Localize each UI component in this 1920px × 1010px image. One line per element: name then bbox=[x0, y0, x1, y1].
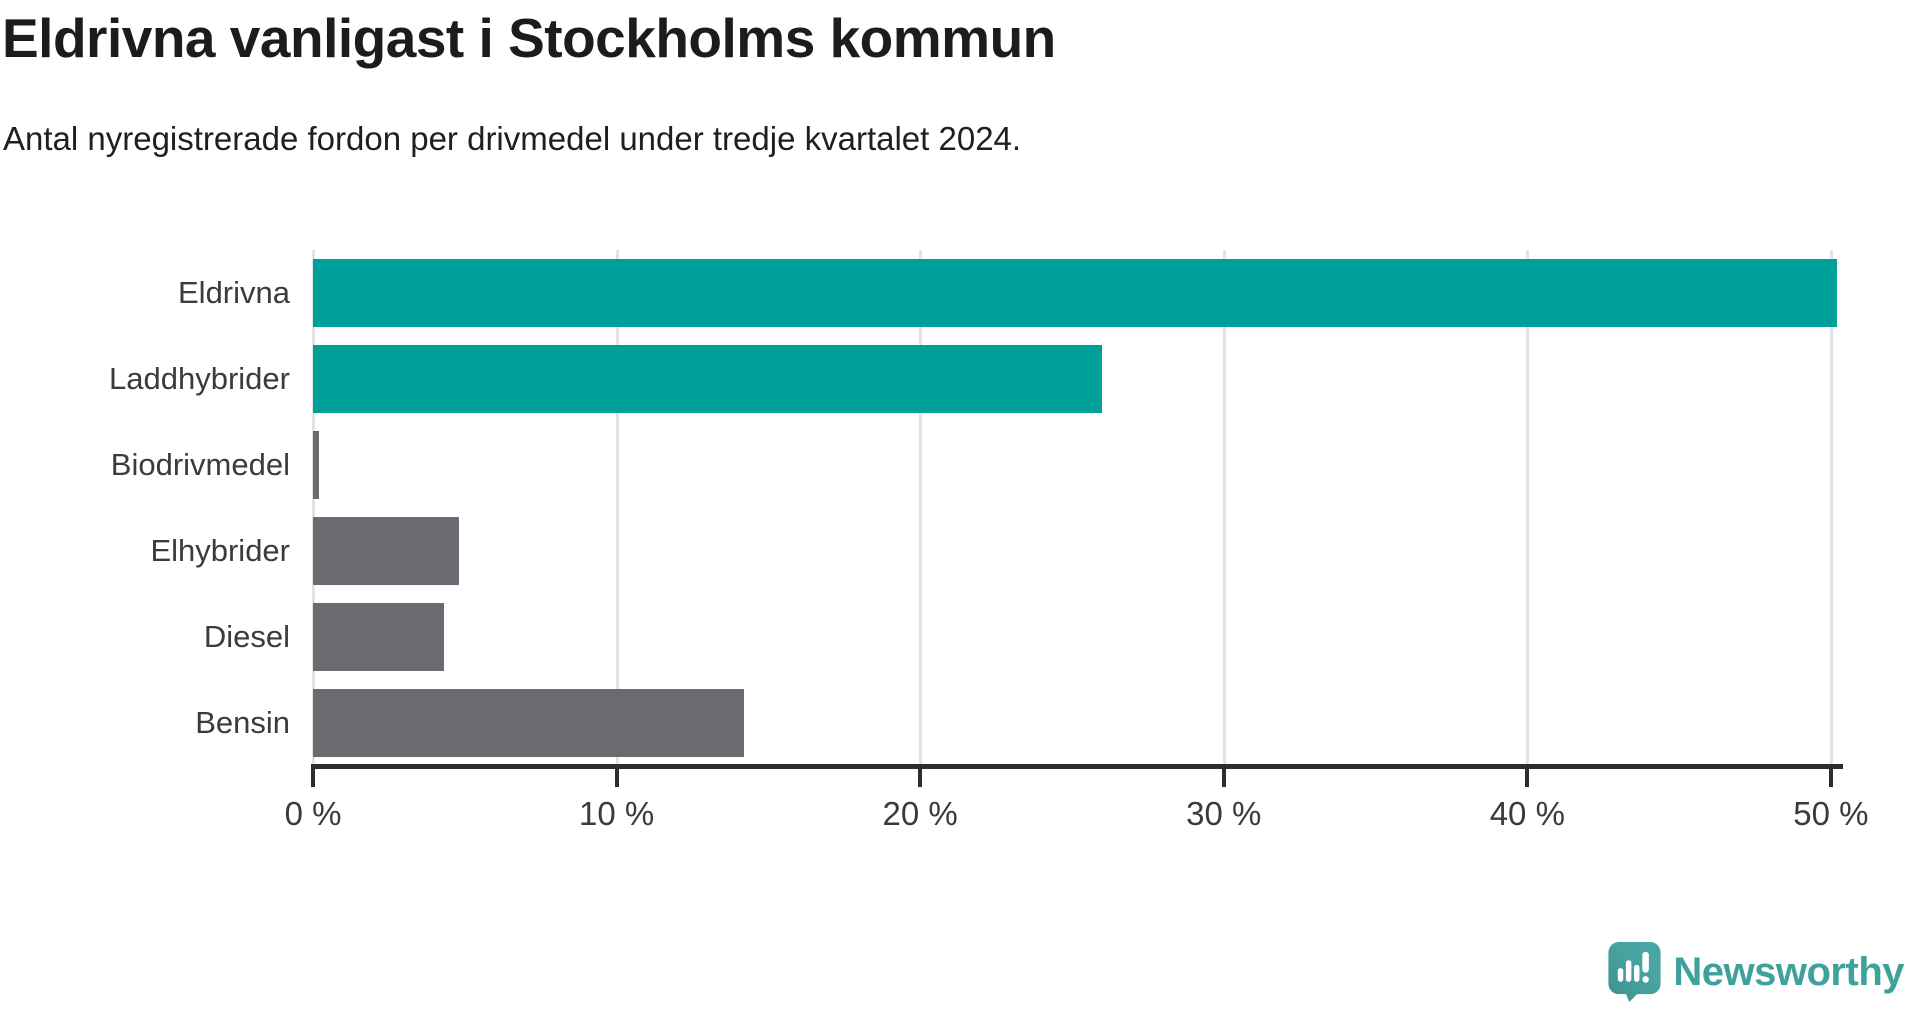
x-tick-50 bbox=[1828, 764, 1833, 787]
category-label: Biodrivmedel bbox=[110, 447, 290, 482]
brand-name: Newsworthy bbox=[1673, 949, 1904, 994]
bar-bensin bbox=[313, 689, 745, 757]
bar-row-biodrivmedel: Biodrivmedel bbox=[0, 422, 1840, 508]
x-tick-0 bbox=[311, 764, 315, 787]
bar-laddhybrider bbox=[313, 345, 1103, 413]
gridline-40 bbox=[1526, 250, 1530, 766]
chart-title: Eldrivna vanligast i Stockholms kommun bbox=[2, 7, 1056, 69]
x-tick-label: 0 % bbox=[284, 795, 342, 832]
bar-row-laddhybrider: Laddhybrider bbox=[0, 336, 1840, 422]
category-label: Elhybrider bbox=[150, 533, 290, 568]
chart-subtitle: Antal nyregistrerade fordon per drivmede… bbox=[3, 120, 1022, 157]
bar-row-eldrivna: Eldrivna bbox=[0, 250, 1840, 336]
x-axis-line bbox=[313, 764, 1843, 769]
x-tick-20 bbox=[918, 764, 923, 787]
x-tick-40 bbox=[1525, 764, 1530, 787]
bar-row-bensin: Bensin bbox=[0, 680, 1840, 766]
brand-footer: Newsworthy bbox=[1608, 942, 1904, 1002]
gridline-10 bbox=[615, 250, 619, 766]
bar-diesel bbox=[313, 603, 444, 671]
bar-track bbox=[313, 259, 1840, 327]
gridline-30 bbox=[1222, 250, 1226, 766]
gridline-0 bbox=[312, 250, 315, 766]
bar-elhybrider bbox=[313, 517, 459, 585]
bar-eldrivna bbox=[313, 259, 1837, 327]
category-label: Laddhybrider bbox=[109, 361, 290, 396]
bar-row-elhybrider: Elhybrider bbox=[0, 508, 1840, 594]
category-label: Diesel bbox=[203, 619, 290, 654]
plot-area: Eldrivna Laddhybrider Biodrivmedel Elhybrid… bbox=[0, 250, 1840, 766]
bar-row-diesel: Diesel bbox=[0, 594, 1840, 680]
category-label: Eldrivna bbox=[178, 275, 290, 310]
x-tick-label: 40 % bbox=[1489, 795, 1565, 832]
x-tick-label: 30 % bbox=[1186, 795, 1262, 832]
x-tick-label: 10 % bbox=[578, 795, 655, 832]
bar-track bbox=[313, 689, 1840, 757]
bar-track bbox=[313, 603, 1840, 671]
newsworthy-logo-icon bbox=[1608, 942, 1661, 1002]
bar-track bbox=[313, 345, 1840, 413]
x-tick-10 bbox=[614, 764, 619, 787]
x-tick-label: 50 % bbox=[1793, 795, 1869, 832]
bar-track bbox=[313, 431, 1840, 499]
x-tick-30 bbox=[1221, 764, 1226, 787]
gridline-20 bbox=[919, 250, 923, 766]
gridline-50 bbox=[1829, 250, 1833, 766]
x-tick-label: 20 % bbox=[882, 795, 958, 832]
category-label: Bensin bbox=[195, 705, 290, 740]
bar-biodrivmedel bbox=[313, 431, 320, 499]
bar-track bbox=[313, 517, 1840, 585]
